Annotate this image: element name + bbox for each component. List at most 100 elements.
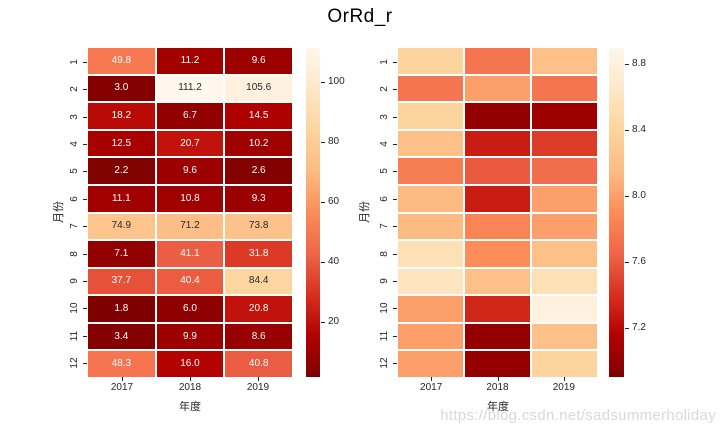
- heatmap-cell: [532, 351, 597, 377]
- heatmap-cell: 41.1: [156, 241, 224, 267]
- heatmap-cell: 6.7: [156, 103, 224, 129]
- heatmap-cell: [465, 323, 530, 350]
- colorbar-tick-label: 7.6: [632, 255, 646, 267]
- heatmap-cell: [398, 213, 463, 240]
- heatmap-cell: [465, 351, 530, 377]
- heatmap-cell: 40.4: [156, 268, 224, 295]
- heatmap-cell: 111.2: [156, 75, 224, 102]
- y-tick-mark: [393, 253, 397, 255]
- heatmap-cell: 9.9: [156, 323, 224, 350]
- heatmap-cell: 11.1: [88, 185, 155, 212]
- right-y-axis-label: 月份: [359, 201, 371, 223]
- y-tick-label: 1: [379, 58, 390, 65]
- y-tick-label: 3: [379, 113, 390, 120]
- colorbar-tick-label: 100: [328, 75, 345, 87]
- heatmap-cell: [465, 185, 530, 212]
- colorbar-tick-mark: [321, 322, 325, 324]
- y-tick-label: 4: [379, 141, 390, 147]
- heatmap-cell: [465, 268, 530, 295]
- colorbar: [306, 48, 320, 377]
- y-tick-mark: [393, 335, 397, 337]
- heatmap-cell: [398, 296, 463, 322]
- heatmap-cell: [465, 158, 530, 184]
- y-tick-mark: [393, 116, 397, 118]
- heatmap-cell: 2.6: [225, 158, 292, 184]
- heatmap-cell: [532, 103, 597, 129]
- heatmap-cell: 48.3: [88, 351, 155, 377]
- heatmap-cell: [398, 75, 463, 102]
- y-tick-mark: [393, 171, 397, 173]
- y-tick-mark: [83, 171, 87, 173]
- heatmap-cell: [465, 130, 530, 157]
- y-tick-label: 6: [379, 196, 390, 202]
- y-tick-label: 11: [379, 330, 390, 342]
- heatmap-cell: [532, 241, 597, 267]
- colorbar-tick-label: 8.4: [632, 124, 646, 136]
- heatmap-cell: [465, 103, 530, 129]
- heatmap-cell: [398, 130, 463, 157]
- y-tick-mark: [393, 308, 397, 310]
- heatmap-cell: 2.2: [88, 158, 155, 184]
- colorbar-tick-label: 80: [328, 135, 340, 147]
- left-x-axis-label: 年度: [179, 401, 201, 413]
- heatmap-cell: [465, 75, 530, 102]
- x-tick-label: 2018: [178, 382, 202, 393]
- colorbar: [609, 48, 624, 377]
- heatmap-cell: [532, 130, 597, 157]
- y-tick-mark: [393, 143, 397, 145]
- heatmap-cell: 37.7: [88, 268, 155, 295]
- colorbar-tick-label: 8.0: [632, 190, 646, 202]
- colorbar-tick-mark: [321, 262, 325, 264]
- y-tick-mark: [83, 226, 87, 228]
- heatmap-cell: 10.8: [156, 185, 224, 212]
- colorbar-tick-mark: [625, 261, 629, 263]
- heatmap-cell: 84.4: [225, 268, 292, 295]
- x-tick-label: 2018: [486, 382, 509, 393]
- heatmap-cell: [398, 323, 463, 350]
- heatmap-cell: 9.3: [225, 185, 292, 212]
- x-tick-mark: [190, 377, 191, 381]
- heatmap-cell: [532, 213, 597, 240]
- y-tick-mark: [393, 281, 397, 283]
- colorbar-tick-mark: [321, 201, 325, 203]
- y-tick-mark: [83, 308, 87, 310]
- heatmap-cell: 73.8: [225, 213, 292, 240]
- y-tick-mark: [83, 61, 87, 63]
- x-tick-mark: [122, 377, 123, 381]
- y-tick-mark: [393, 61, 397, 63]
- heatmap-cell: 20.8: [225, 296, 292, 322]
- y-tick-mark: [83, 253, 87, 255]
- y-tick-label: 2: [379, 86, 390, 92]
- heatmap-cell: [465, 296, 530, 322]
- heatmap-cell: 3.4: [88, 323, 155, 350]
- heatmap-cell: [398, 268, 463, 295]
- figure-title: OrRd_r: [327, 6, 393, 27]
- heatmap-cell: 9.6: [225, 48, 292, 74]
- y-tick-label: 5: [379, 168, 390, 175]
- y-tick-mark: [83, 363, 87, 365]
- heatmap-grid: [398, 48, 597, 377]
- x-tick-mark: [563, 377, 565, 381]
- colorbar-tick-mark: [625, 64, 629, 66]
- y-tick-label: 10: [379, 302, 390, 315]
- heatmap-cell: 71.2: [156, 213, 224, 240]
- heatmap-cell: 74.9: [88, 213, 155, 240]
- y-tick-mark: [83, 89, 87, 91]
- heatmap-grid: 49.8 11.2 9.6 3.0 111.2 105.6 18.2 6.7 14.5 12.5 2…: [88, 48, 292, 377]
- heatmap-cell: [398, 158, 463, 184]
- heatmap-cell: 1.8: [88, 296, 155, 322]
- heatmap-cell: [532, 75, 597, 102]
- y-tick-label: 8: [379, 250, 390, 257]
- heatmap-cell: 8.6: [225, 323, 292, 350]
- y-tick-label: 9: [379, 278, 390, 284]
- heatmap-cell: [465, 213, 530, 240]
- heatmap-cell: 10.2: [225, 130, 292, 157]
- y-tick-mark: [83, 143, 87, 145]
- heatmap-cell: 9.6: [156, 158, 224, 184]
- heatmap-cell: 20.7: [156, 130, 224, 157]
- x-tick-mark: [258, 377, 259, 381]
- heatmap-cell: 16.0: [156, 351, 224, 377]
- heatmap-cell: [398, 103, 463, 129]
- y-tick-mark: [83, 281, 87, 283]
- y-tick-label: 12: [379, 357, 390, 369]
